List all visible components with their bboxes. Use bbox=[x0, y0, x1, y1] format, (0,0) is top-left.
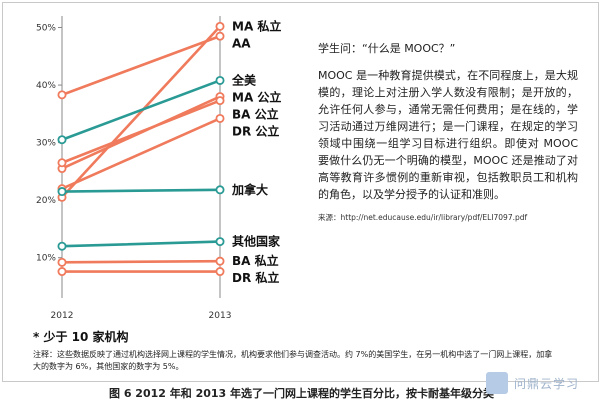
series-6-point-2013 bbox=[215, 185, 225, 195]
y-tick-label: 20% bbox=[36, 196, 56, 206]
series-label-5: DR 公立 bbox=[232, 123, 279, 138]
sidebar-heading: 学生问：“什么是 MOOC？” bbox=[318, 42, 456, 55]
series-1-point-2013 bbox=[215, 31, 225, 41]
sidebar-source: 来源：http://net.educause.edu/ir/library/pd… bbox=[318, 213, 528, 222]
series-8-point-2012 bbox=[57, 257, 67, 267]
series-7-point-2013 bbox=[215, 237, 225, 247]
footnote: 注释：这些数据反映了通过机构选择网上课程的学生情况，机构要求他们参与调查活动。约… bbox=[33, 350, 553, 371]
y-tick-label: 40% bbox=[36, 81, 56, 91]
series-8-line bbox=[60, 259, 222, 264]
figure-caption: 图 6 2012 年和 2013 年选了一门网上课程的学生百分比，按卡耐基年级分… bbox=[108, 387, 495, 400]
series-label-7: 其他国家 bbox=[232, 234, 281, 249]
series-5-point-2013 bbox=[215, 113, 225, 123]
series-2-point-2012 bbox=[57, 135, 67, 145]
y-tick-label: 10% bbox=[36, 254, 56, 264]
series-5-line bbox=[60, 117, 222, 190]
y-tick-label: 30% bbox=[36, 139, 56, 149]
series-label-3: MA 公立 bbox=[232, 89, 281, 104]
series-1-line bbox=[60, 34, 222, 97]
series-7-point-2012 bbox=[57, 241, 67, 251]
figure-border bbox=[2, 2, 599, 382]
series-9-point-2013 bbox=[215, 267, 225, 277]
watermark-logo-icon bbox=[486, 372, 508, 394]
series-6-line bbox=[60, 188, 222, 193]
series-label-6: 加拿大 bbox=[231, 182, 268, 197]
series-1-point-2012 bbox=[57, 90, 67, 100]
series-8-point-2013 bbox=[215, 256, 225, 266]
series-7-line bbox=[60, 240, 222, 248]
series-label-0: MA 私立 bbox=[232, 18, 281, 33]
series-4-point-2012 bbox=[57, 158, 67, 168]
series-0-point-2013 bbox=[215, 21, 225, 31]
series-2-line bbox=[60, 79, 222, 142]
series-0-line bbox=[60, 25, 222, 199]
series-label-9: DR 私立 bbox=[232, 270, 279, 285]
series-4-line bbox=[60, 99, 222, 165]
series-9-point-2012 bbox=[57, 267, 67, 277]
mooc-sidebar: 学生问：“什么是 MOOC？” MOOC 是一种教育提供模式，在不同程度上，是大… bbox=[318, 40, 578, 226]
y-tick-label: 50% bbox=[36, 24, 56, 34]
x-tick-label: 2013 bbox=[209, 311, 232, 321]
sidebar-body: MOOC 是一种教育提供模式，在不同程度上，是大规模的，理论上对注册入学人数没有… bbox=[318, 69, 578, 201]
series-label-8: BA 私立 bbox=[232, 253, 279, 268]
watermark: 问鼎云学习 bbox=[486, 370, 596, 396]
series-6-point-2012 bbox=[57, 187, 67, 197]
series-label-2: 全美 bbox=[231, 72, 257, 87]
series-4-point-2013 bbox=[215, 96, 225, 106]
note-star: * 少于 10 家机构 bbox=[33, 330, 129, 344]
watermark-text: 问鼎云学习 bbox=[514, 377, 580, 391]
x-tick-label: 2012 bbox=[51, 311, 74, 321]
series-label-4: BA 公立 bbox=[232, 106, 279, 121]
series-2-point-2013 bbox=[215, 75, 225, 85]
series-label-1: AA bbox=[232, 36, 251, 50]
